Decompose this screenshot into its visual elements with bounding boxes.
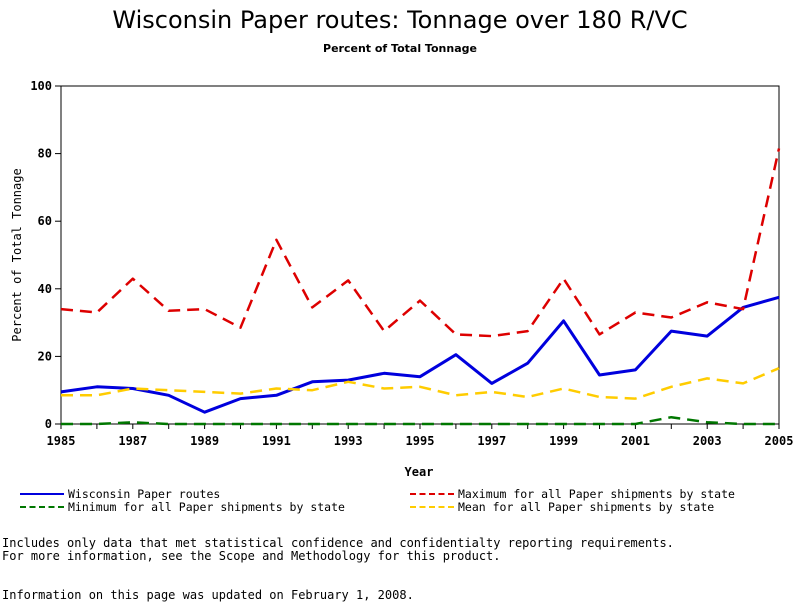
x-axis-label: Year — [405, 465, 434, 479]
series-line-1 — [60, 148, 781, 338]
x-tick-label: 1997 — [477, 434, 506, 448]
footnote-confidentiality: Includes only data that met statistical … — [2, 536, 674, 550]
y-tick-label: 60 — [38, 214, 52, 228]
legend-item-minimum: Minimum for all Paper shipments by state — [20, 500, 345, 514]
chart-title: Wisconsin Paper routes: Tonnage over 180… — [112, 6, 688, 34]
chart-axes: 0 20 40 60 80 100 1985 1987 1989 1991 1993 1995 1997… — [30, 79, 793, 448]
legend-label-mean: Mean for all Paper shipments by state — [458, 500, 715, 514]
legend-label-minimum: Minimum for all Paper shipments by state — [68, 500, 345, 514]
x-tick-label: 1985 — [47, 434, 76, 448]
legend-item-mean: Mean for all Paper shipments by state — [410, 500, 714, 514]
plot-frame — [60, 85, 780, 425]
y-tick-label: 0 — [45, 417, 52, 431]
legend-label-maximum: Maximum for all Paper shipments by state — [458, 487, 735, 501]
legend-swatch-maximum — [410, 492, 454, 495]
x-tick-label: 1993 — [334, 434, 363, 448]
legend-item-maximum: Maximum for all Paper shipments by state — [410, 487, 735, 501]
y-tick-label: 20 — [38, 349, 52, 363]
y-tick-label: 80 — [38, 147, 52, 161]
y-axis-label: Percent of Total Tonnage — [10, 168, 24, 341]
y-tick-label: 40 — [38, 282, 52, 296]
x-tick-label: 2001 — [621, 434, 650, 448]
x-tick-label: 1999 — [549, 434, 578, 448]
y-tick-label: 100 — [30, 79, 52, 93]
x-tick-label: 1989 — [190, 434, 219, 448]
footnote-methodology: For more information, see the Scope and … — [2, 549, 501, 563]
series-line-3 — [61, 367, 780, 400]
footnote-updated: Information on this page was updated on … — [2, 588, 414, 602]
x-tick-label: 2003 — [693, 434, 722, 448]
chart-subtitle: Percent of Total Tonnage — [323, 42, 477, 55]
legend-label-wisconsin: Wisconsin Paper routes — [68, 487, 221, 501]
legend-swatch-minimum — [20, 505, 64, 508]
x-tick-label: 1987 — [118, 434, 147, 448]
legend-swatch-wisconsin — [20, 492, 64, 495]
x-tick-label: 2005 — [765, 434, 794, 448]
series-line-2 — [61, 415, 779, 426]
series-line-0 — [60, 295, 780, 414]
legend-item-wisconsin: Wisconsin Paper routes — [20, 487, 220, 501]
chart-series — [60, 148, 781, 426]
legend-swatch-mean — [410, 505, 454, 508]
x-tick-label: 1991 — [262, 434, 291, 448]
x-tick-label: 1995 — [406, 434, 435, 448]
